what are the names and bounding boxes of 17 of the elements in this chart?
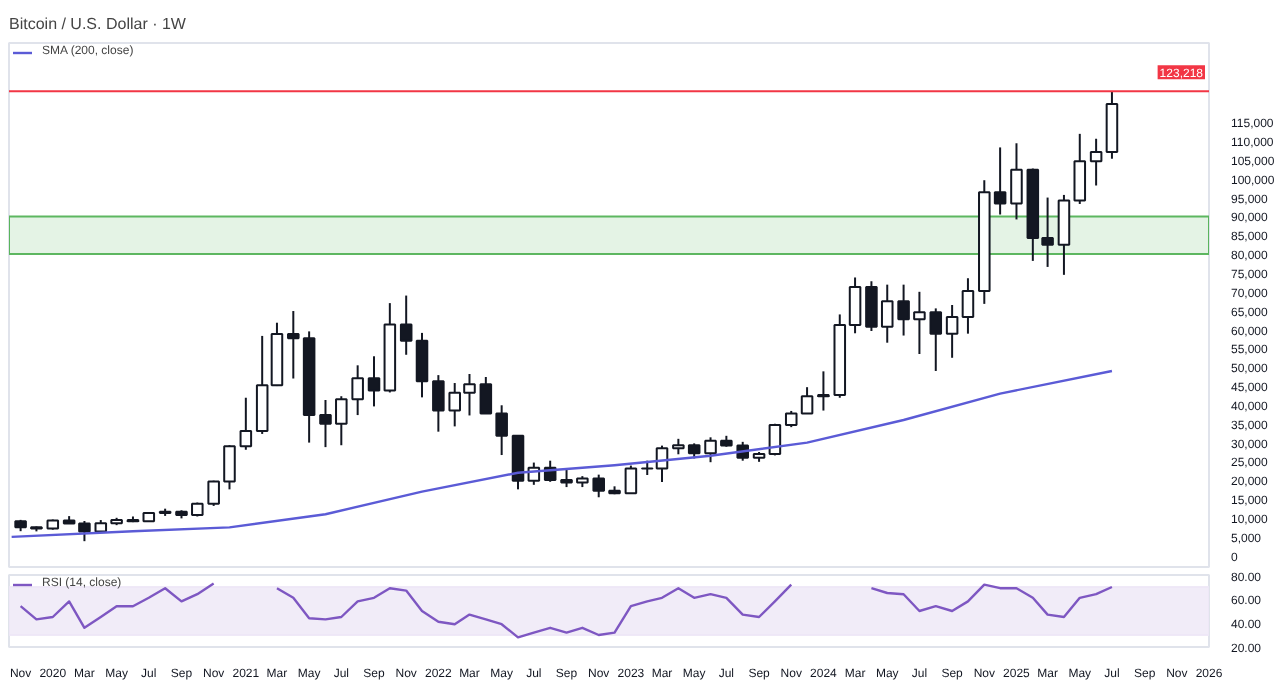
candlestick [415, 331, 429, 399]
candlestick [367, 355, 381, 408]
candlestick [817, 370, 830, 412]
candlestick [511, 434, 525, 491]
candlestick [1089, 137, 1103, 187]
line-series [10, 369, 1114, 539]
candlestick [945, 304, 959, 359]
candlestick [961, 277, 975, 335]
candlestick [239, 396, 253, 451]
candlestick [1105, 90, 1119, 160]
candlestick [624, 464, 638, 495]
candlestick [287, 310, 300, 380]
candlestick [800, 386, 814, 415]
candlestick [1010, 142, 1023, 221]
candlestick [351, 364, 364, 417]
candlestick [399, 294, 413, 356]
chart-title: Bitcoin / U.S. Dollar · 1W [9, 15, 187, 33]
